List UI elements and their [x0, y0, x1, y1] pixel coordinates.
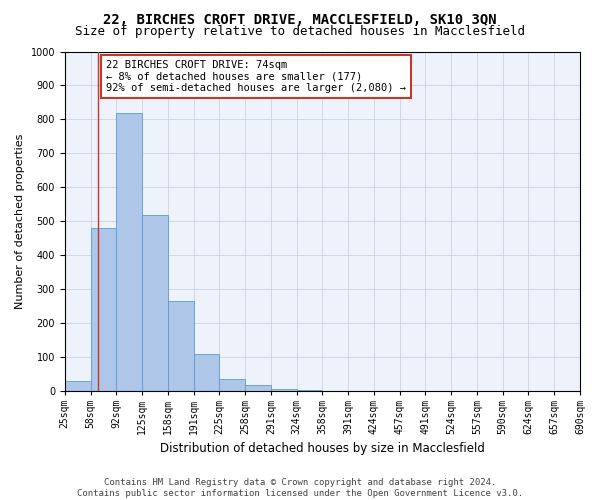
Text: Size of property relative to detached houses in Macclesfield: Size of property relative to detached ho… — [75, 25, 525, 38]
Bar — [245, 386, 271, 392]
Bar — [271, 389, 296, 392]
Bar — [65, 382, 91, 392]
Y-axis label: Number of detached properties: Number of detached properties — [15, 134, 25, 309]
Bar — [168, 302, 194, 392]
Bar — [116, 112, 142, 392]
Bar — [91, 228, 116, 392]
Bar — [296, 390, 322, 392]
Text: 22 BIRCHES CROFT DRIVE: 74sqm
← 8% of detached houses are smaller (177)
92% of s: 22 BIRCHES CROFT DRIVE: 74sqm ← 8% of de… — [106, 60, 406, 93]
Text: Contains HM Land Registry data © Crown copyright and database right 2024.
Contai: Contains HM Land Registry data © Crown c… — [77, 478, 523, 498]
X-axis label: Distribution of detached houses by size in Macclesfield: Distribution of detached houses by size … — [160, 442, 485, 455]
Text: 22, BIRCHES CROFT DRIVE, MACCLESFIELD, SK10 3QN: 22, BIRCHES CROFT DRIVE, MACCLESFIELD, S… — [103, 12, 497, 26]
Bar — [194, 354, 220, 392]
Bar — [220, 378, 245, 392]
Bar — [142, 214, 168, 392]
